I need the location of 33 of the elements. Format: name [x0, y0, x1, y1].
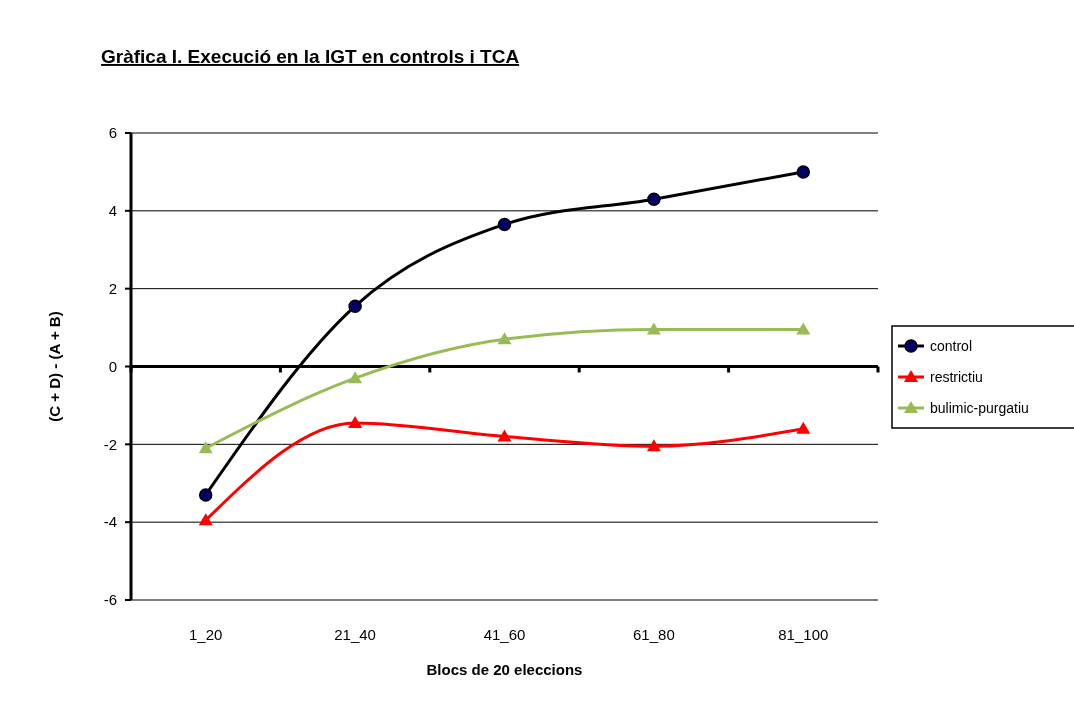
x-tick-label: 21_40 [334, 626, 376, 643]
legend-label: control [930, 337, 973, 354]
y-tick-label: -6 [103, 591, 117, 609]
point [198, 441, 213, 454]
x-tick-label: 81_100 [778, 626, 829, 643]
point [796, 421, 811, 434]
y-tick-label: -4 [103, 513, 117, 531]
legend-label: restrictiu [930, 368, 983, 385]
point [796, 165, 811, 179]
y-tick-label: 0 [108, 357, 117, 375]
y-axis-title: (C + D) - (A + B) [46, 311, 63, 422]
y-tick-label: 2 [108, 279, 117, 297]
x-tick-label: 61_80 [633, 626, 675, 643]
point [646, 322, 661, 335]
point [497, 332, 512, 345]
chart-title: Gràfica I. Execució en la IGT en controls i TCA [101, 46, 520, 67]
point [497, 217, 512, 232]
point [198, 488, 213, 502]
point [646, 439, 661, 452]
point [796, 322, 811, 335]
point [497, 429, 512, 442]
x-axis-title: Blocs de 20 eleccions [426, 661, 583, 678]
x-tick-label: 41_60 [483, 626, 526, 643]
x-tick-label: 1_20 [189, 626, 223, 643]
point [647, 192, 661, 206]
y-tick-label: -2 [103, 435, 117, 453]
point [198, 513, 213, 526]
y-tick-label: 6 [108, 124, 117, 142]
legend-label: bulimic-purgatiu [930, 399, 1029, 416]
y-tick-label: 4 [108, 202, 117, 220]
point [348, 415, 363, 428]
point [348, 371, 363, 384]
point [348, 299, 362, 313]
